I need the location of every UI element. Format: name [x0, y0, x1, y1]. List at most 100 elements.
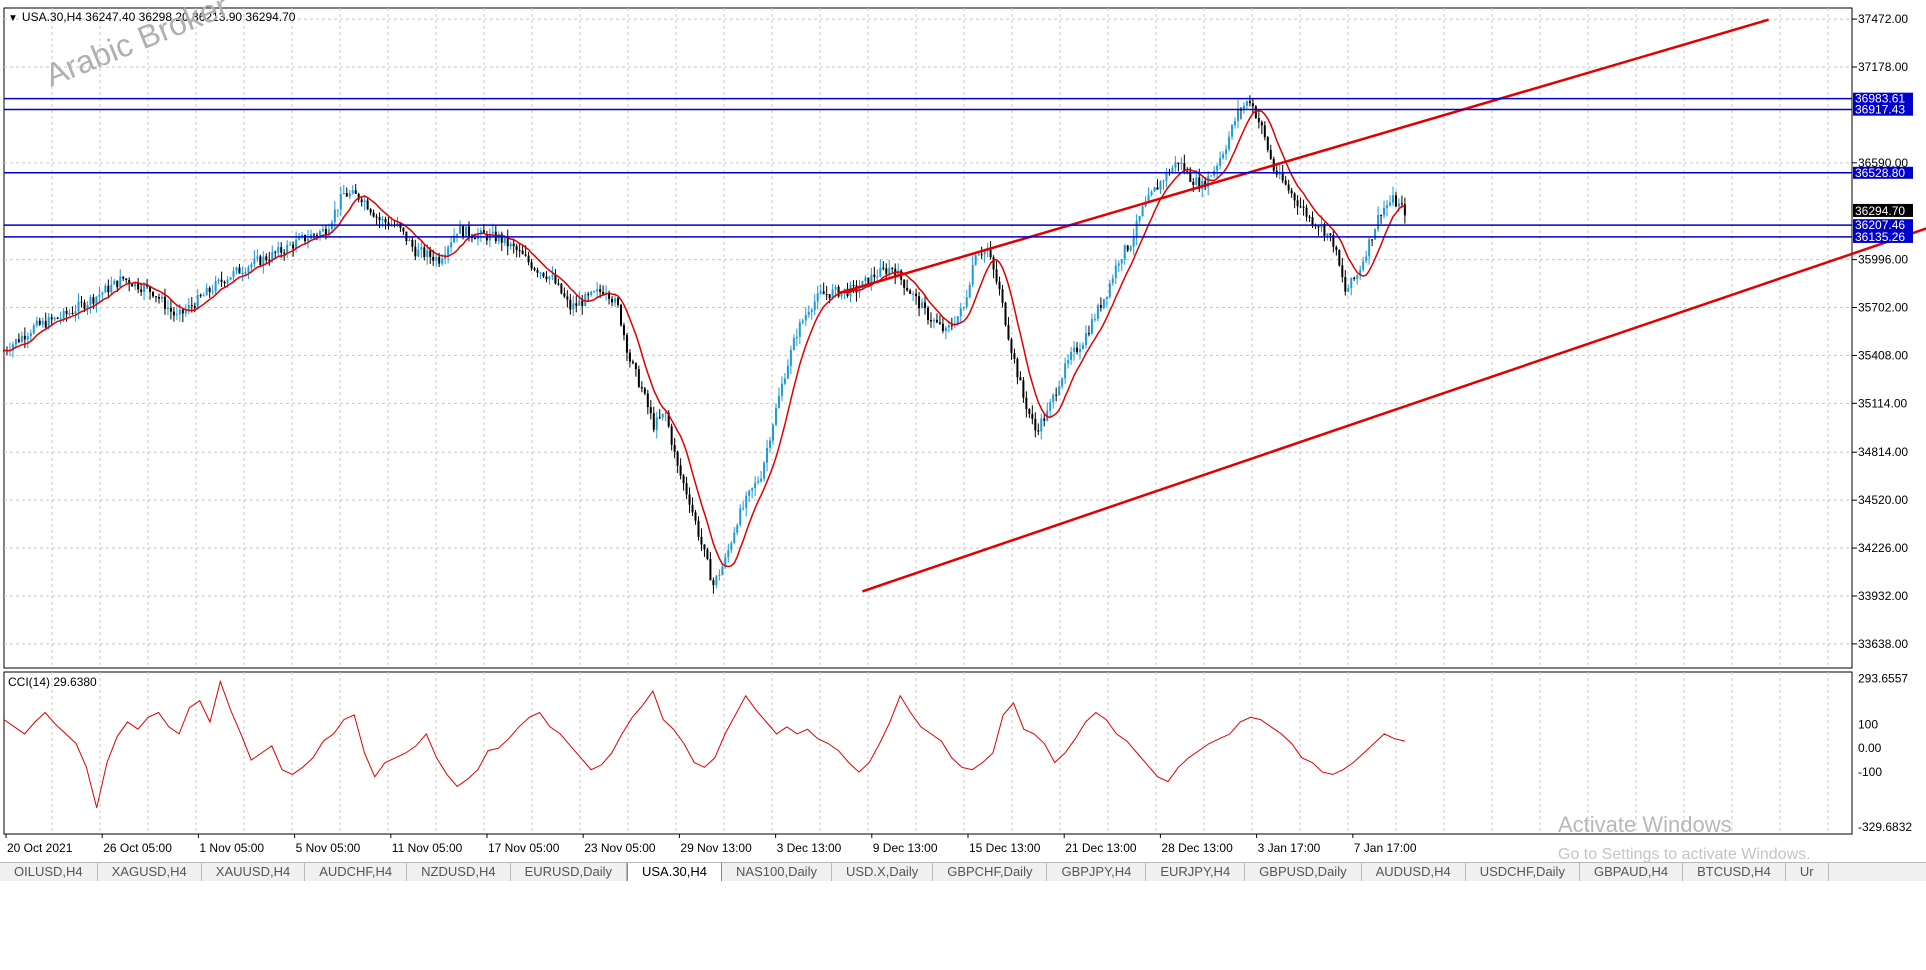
candle-body [1064, 363, 1067, 379]
candle-body [1034, 418, 1037, 431]
candle-body [718, 575, 721, 577]
candle-body [619, 304, 622, 326]
candle-body [640, 386, 643, 389]
chart-tab-bar: OILUSD,H4 XAGUSD,H4 XAUUSD,H4 AUDCHF,H4 NZDU… [0, 862, 1926, 881]
chart-tab[interactable]: AUDUSD,H4 [1362, 863, 1466, 881]
chart-tab[interactable]: AUDCHF,H4 [305, 863, 408, 881]
channel-lower-line [862, 227, 1926, 593]
candle-body [712, 580, 715, 586]
candle-body [944, 327, 947, 331]
candle-body [107, 285, 110, 293]
candle-body [244, 272, 247, 274]
candle-body [885, 268, 888, 274]
candle-body [1269, 149, 1272, 159]
candle-body [1159, 181, 1162, 190]
candle-body [548, 276, 551, 280]
candle-body [140, 289, 143, 292]
candle-body [915, 293, 918, 297]
candle-body [17, 339, 20, 342]
candle-body [673, 444, 676, 452]
candle-body [95, 296, 98, 304]
chart-tab[interactable]: XAGUSD,H4 [98, 863, 202, 881]
candle-body [682, 475, 685, 484]
chart-tab[interactable]: USDCHF,Daily [1466, 863, 1580, 881]
chart-tab[interactable]: EURJPY,H4 [1146, 863, 1246, 881]
candle-body [1347, 288, 1350, 292]
candle-body [1242, 105, 1245, 111]
candle-body [172, 311, 175, 316]
chart-tab[interactable]: BTCUSD,H4 [1683, 863, 1786, 881]
candle-body [1201, 180, 1204, 190]
candle-body [590, 291, 593, 295]
candle-body [599, 289, 602, 292]
chart-tab[interactable]: NAS100,Daily [722, 863, 832, 881]
candle-body [804, 314, 807, 321]
level-label-box [1853, 166, 1913, 179]
time-tick-label: 9 Dec 13:00 [873, 841, 938, 855]
candle-body [456, 233, 459, 236]
candle-body [128, 279, 131, 285]
candle-body [426, 250, 429, 257]
chart-window[interactable]: 37472.00 37178.00 36590.00 35996.00 35702.00… [0, 0, 1926, 880]
candle-body [742, 507, 745, 509]
candle-body [92, 297, 95, 304]
candle-body [831, 289, 834, 299]
chart-tab[interactable]: EURUSD,Daily [511, 863, 627, 881]
candle-body [1090, 319, 1093, 334]
candle-body [23, 335, 26, 340]
candle-body [1162, 180, 1165, 182]
candle-body [193, 306, 196, 309]
candle-body [271, 251, 274, 261]
chart-tab[interactable]: Ur [1786, 863, 1829, 881]
candle-body [1222, 154, 1225, 159]
candle-body [518, 250, 521, 252]
candle-body [89, 297, 92, 305]
time-tick-label: 21 Dec 13:00 [1065, 841, 1137, 855]
candle-body [813, 301, 816, 311]
chart-tab[interactable]: OILUSD,H4 [0, 863, 98, 881]
candle-body [554, 274, 557, 284]
candle-body [727, 549, 730, 558]
candle-body [542, 272, 545, 277]
candle-body [312, 234, 315, 236]
candle-body [766, 447, 769, 463]
chart-tab[interactable]: USD.X,Daily [832, 863, 934, 881]
chart-tab[interactable]: GBPCHF,Daily [933, 863, 1048, 881]
candle-body [375, 216, 378, 218]
candle-body [1079, 348, 1082, 353]
candle-body [324, 229, 327, 236]
price-chart[interactable]: 37472.00 37178.00 36590.00 35996.00 35702.00… [0, 0, 1926, 862]
candle-body [572, 303, 575, 310]
candle-body [354, 190, 357, 194]
candle-body [971, 264, 974, 285]
candle-body [1263, 125, 1266, 138]
candle-body [163, 296, 166, 309]
candle-body [578, 300, 581, 306]
candle-body [1284, 180, 1287, 185]
dropdown-arrow-icon[interactable]: ▼ [8, 13, 18, 24]
candle-body [149, 286, 152, 292]
chart-tab[interactable]: GBPUSD,Daily [1245, 863, 1362, 881]
price-tick-label: 37178.00 [1858, 60, 1908, 74]
candle-body [515, 246, 518, 251]
chart-tab[interactable]: USA.30,H4 [626, 863, 723, 881]
price-tick-label: 35114.00 [1858, 396, 1907, 410]
chart-tab[interactable]: GBPAUD,H4 [1580, 863, 1684, 881]
candle-body [1138, 215, 1141, 221]
candle-body [169, 307, 172, 312]
candle-body [80, 301, 83, 303]
chart-tab[interactable]: NZDUSD,H4 [407, 863, 511, 881]
candle-body [929, 320, 932, 322]
candle-body [1210, 175, 1213, 177]
candle-body [625, 335, 628, 353]
candle-body [1084, 333, 1087, 345]
chart-tab[interactable]: XAUUSD,H4 [202, 863, 306, 881]
candle-body [882, 267, 885, 269]
candle-body [65, 310, 68, 315]
candle-body [1308, 216, 1311, 218]
candle-body [307, 238, 310, 242]
candle-body [101, 292, 104, 295]
chart-tab[interactable]: GBPJPY,H4 [1047, 863, 1147, 881]
candle-body [110, 284, 113, 293]
candle-body [798, 322, 801, 337]
